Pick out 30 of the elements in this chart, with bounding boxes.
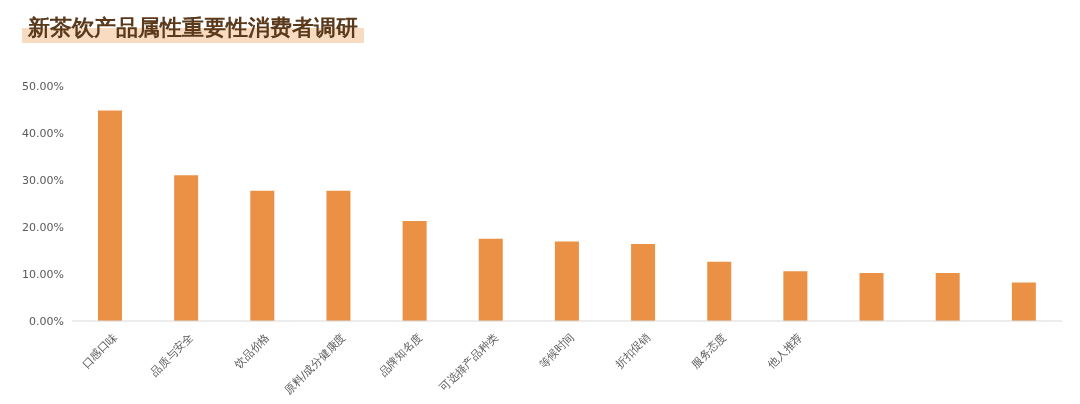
bar xyxy=(554,241,579,321)
y-tick-label: 10.00% xyxy=(22,267,64,281)
chart-title: 新茶饮产品属性重要性消费者调研 xyxy=(22,13,364,43)
bar xyxy=(174,175,199,321)
x-tick-label: 他人推荐 xyxy=(765,330,806,371)
bar xyxy=(783,271,808,321)
bar xyxy=(935,273,960,321)
x-tick-label: 品牌知名度 xyxy=(376,330,425,379)
y-tick-label: 0.00% xyxy=(29,314,64,328)
y-tick-label: 50.00% xyxy=(22,79,64,93)
x-tick-label: 折扣促销 xyxy=(612,330,653,371)
bar xyxy=(98,110,122,321)
bar xyxy=(1011,282,1036,321)
x-tick-label: 原料/成分健康度 xyxy=(282,330,349,397)
x-tick-label: 可选择产品种类 xyxy=(437,330,501,395)
x-tick-label: 等候时间 xyxy=(536,330,577,371)
x-tick-label: 品质与安全 xyxy=(147,330,197,379)
y-tick-label: 40.00% xyxy=(22,126,64,140)
x-tick-label: 饮品价格 xyxy=(231,330,273,372)
y-tick-label: 30.00% xyxy=(22,173,64,187)
bar xyxy=(250,190,275,321)
bar xyxy=(326,190,351,321)
bar xyxy=(631,243,656,321)
bar xyxy=(402,220,427,321)
x-tick-label: 服务态度 xyxy=(688,330,730,371)
bar xyxy=(707,261,732,321)
x-tick-label: 口感口味 xyxy=(79,330,120,371)
bar xyxy=(478,238,503,321)
bar xyxy=(859,273,884,321)
y-tick-label: 20.00% xyxy=(22,220,64,234)
